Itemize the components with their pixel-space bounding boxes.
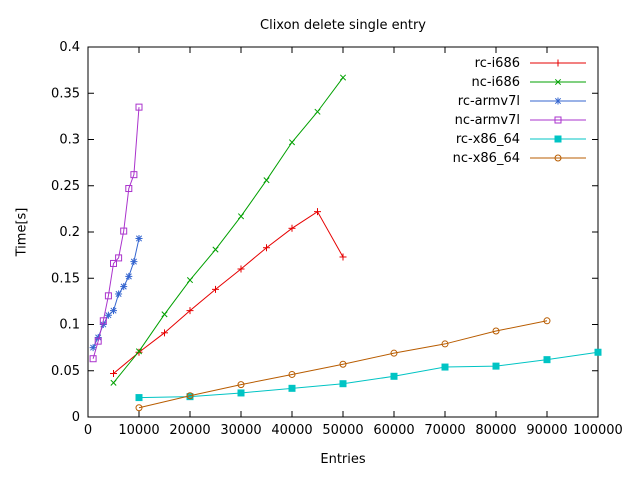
legend-item-nc-x86_64: nc-x86_64 xyxy=(453,151,586,166)
x-tick-label: 0 xyxy=(84,423,92,438)
chart-title: Clixon delete single entry xyxy=(260,18,426,33)
legend-label: rc-armv7l xyxy=(458,94,520,109)
x-tick-label: 100000 xyxy=(573,423,623,438)
y-tick-label: 0.1 xyxy=(59,318,80,333)
legend-item-rc-x86_64: rc-x86_64 xyxy=(456,132,586,147)
x-tick-label: 30000 xyxy=(220,423,261,438)
legend-label: nc-armv7l xyxy=(455,113,520,128)
y-tick-label: 0.35 xyxy=(51,86,80,101)
legend-item-nc-armv7l: nc-armv7l xyxy=(455,113,586,128)
y-tick-label: 0.05 xyxy=(51,364,80,379)
y-tick-label: 0 xyxy=(72,410,80,425)
x-axis-label: Entries xyxy=(320,452,366,467)
x-tick-label: 60000 xyxy=(373,423,414,438)
series-nc-i686 xyxy=(110,74,347,386)
series-nc-armv7l xyxy=(89,103,143,363)
series-nc-x86_64 xyxy=(135,317,551,412)
x-tick-label: 80000 xyxy=(475,423,516,438)
x-tick-label: 40000 xyxy=(271,423,312,438)
series-rc-x86_64 xyxy=(135,348,602,402)
series-rc-armv7l xyxy=(89,234,143,352)
x-tick-label: 70000 xyxy=(424,423,465,438)
y-tick-label: 0.15 xyxy=(51,271,80,286)
legend-label: rc-x86_64 xyxy=(456,132,520,147)
series-line-nc-i686 xyxy=(113,77,344,384)
legend-item-rc-armv7l: rc-armv7l xyxy=(458,94,586,109)
legend-label: nc-i686 xyxy=(471,75,520,90)
series-line-rc-i686 xyxy=(113,210,344,374)
y-tick-label: 0.25 xyxy=(51,179,80,194)
y-tick-label: 0.2 xyxy=(59,225,80,240)
series-line-nc-x86_64 xyxy=(138,320,548,409)
legend-label: rc-i686 xyxy=(475,56,520,71)
series-rc-i686 xyxy=(110,208,347,378)
x-tick-label: 50000 xyxy=(322,423,363,438)
legend-item-rc-i686: rc-i686 xyxy=(475,56,586,71)
series-line-rc-x86_64 xyxy=(138,351,599,399)
x-tick-label: 20000 xyxy=(169,423,210,438)
legend-label: nc-x86_64 xyxy=(453,151,520,166)
x-tick-label: 90000 xyxy=(526,423,567,438)
y-tick-label: 0.4 xyxy=(59,40,80,55)
y-tick-label: 0.3 xyxy=(59,133,80,148)
legend-item-nc-i686: nc-i686 xyxy=(471,75,586,90)
x-tick-label: 10000 xyxy=(118,423,159,438)
